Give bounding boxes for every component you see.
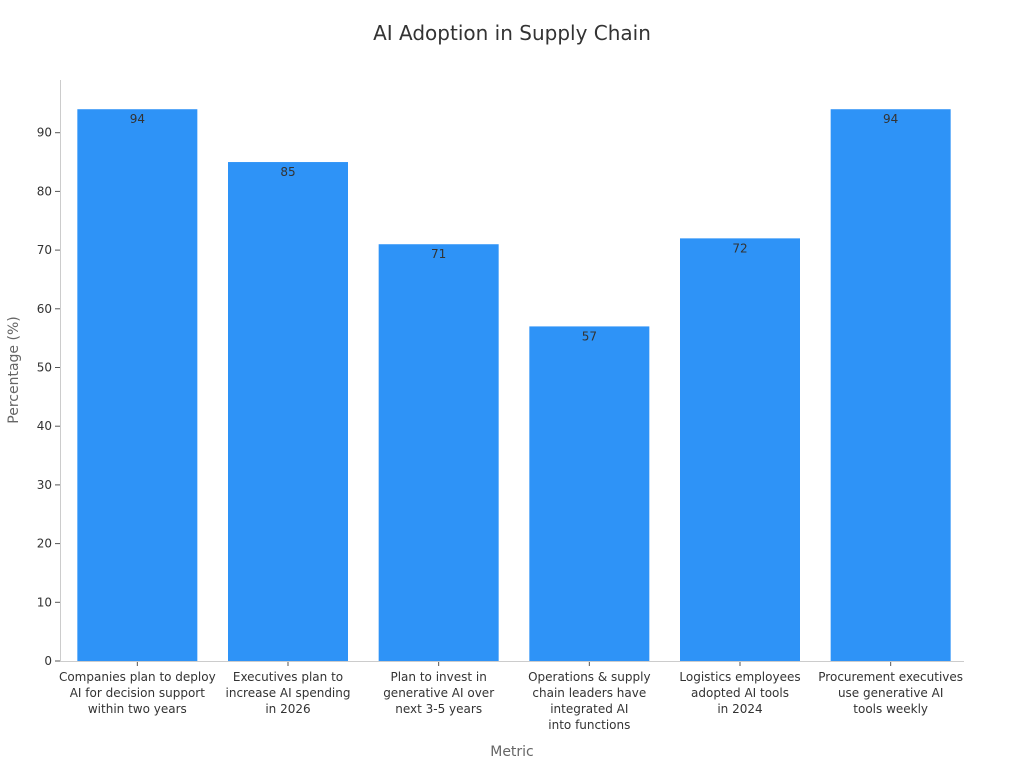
x-tick-label: Executives plan to increase AI spending in… <box>226 670 351 716</box>
y-tick-label: 90 <box>37 126 52 140</box>
x-tick-label: Logistics employees adopted AI tools in 20… <box>679 670 800 716</box>
x-axis-ticks: Companies plan to deploy AI for decision … <box>59 661 963 732</box>
y-tick-label: 80 <box>37 184 52 198</box>
bar-value-label: 85 <box>280 165 295 179</box>
y-tick-label: 20 <box>37 537 52 551</box>
bar-value-label: 94 <box>883 112 898 126</box>
y-tick-label: 70 <box>37 243 52 257</box>
x-tick-label: Operations & supply chain leaders have int… <box>528 670 650 732</box>
bar <box>830 109 951 662</box>
bar-value-label: 71 <box>431 247 446 261</box>
x-axis-label: Metric <box>490 744 534 760</box>
x-tick-label: Plan to invest in generative AI over next … <box>383 670 494 716</box>
y-tick-label: 50 <box>37 361 52 375</box>
bar <box>529 326 650 661</box>
chart-title: AI Adoption in Supply Chain <box>373 21 651 45</box>
y-tick-label: 30 <box>37 478 52 492</box>
bar <box>228 162 348 662</box>
y-tick-label: 60 <box>37 302 52 316</box>
bar <box>77 109 198 662</box>
y-tick-label: 40 <box>37 419 52 433</box>
bar <box>680 238 800 662</box>
bars-group <box>77 109 951 662</box>
x-tick-label: Procurement executives use generative AI t… <box>818 670 963 716</box>
bar-value-label: 72 <box>732 241 747 255</box>
data-labels-group: 94 85 71 57 72 94 <box>130 112 899 343</box>
x-tick-label: Companies plan to deploy AI for decision … <box>59 670 216 716</box>
bar <box>378 244 499 662</box>
y-tick-label: 10 <box>37 595 52 609</box>
y-axis-ticks: 0 10 20 30 40 50 60 70 80 90 <box>37 126 60 668</box>
y-axis-label: Percentage (%) <box>6 316 22 423</box>
y-tick-label: 0 <box>44 654 52 668</box>
bar-value-label: 57 <box>582 329 597 343</box>
bar-value-label: 94 <box>130 112 145 126</box>
